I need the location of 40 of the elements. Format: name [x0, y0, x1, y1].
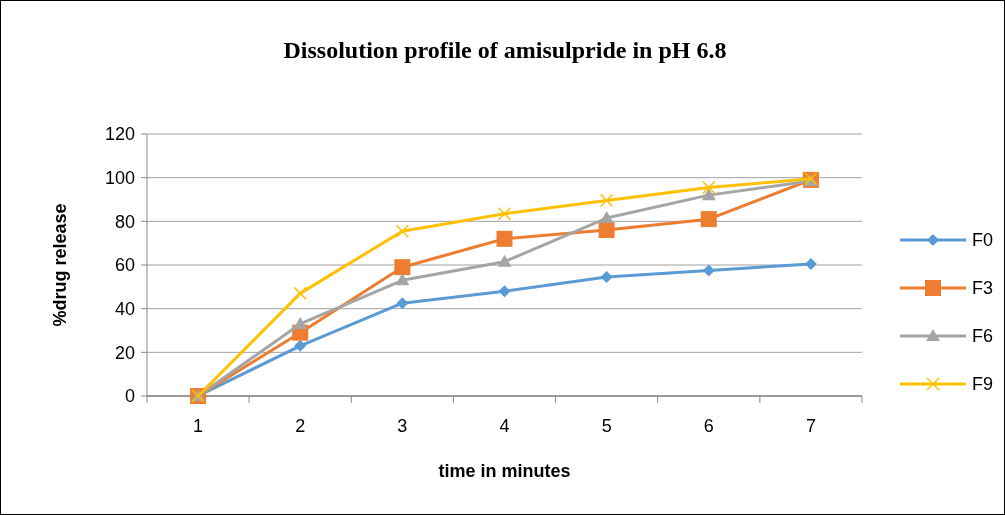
- y-tick-label: 120: [104, 124, 135, 145]
- x-axis-title: time in minutes: [438, 461, 571, 481]
- point: [702, 180, 716, 195]
- legend-label: F0: [972, 230, 994, 251]
- point: [293, 286, 307, 301]
- point: [701, 188, 716, 201]
- point: [600, 271, 613, 284]
- chart-title: Dissolution profile of amisulpride in pH 6.8: [283, 37, 727, 63]
- x-tick-label: 6: [703, 416, 714, 436]
- x-tick-label: 3: [397, 416, 408, 436]
- point: [598, 222, 615, 239]
- point: [498, 285, 511, 298]
- legend-label: F9: [972, 374, 994, 395]
- x-tick-label: 2: [295, 416, 306, 436]
- x-tick-label: 4: [499, 416, 510, 436]
- point: [497, 254, 512, 267]
- y-tick-label: 60: [114, 255, 135, 276]
- y-axis-title: %drug release: [50, 203, 70, 327]
- point: [394, 259, 411, 276]
- y-tick-label: 0: [124, 386, 135, 407]
- legend-label: F6: [972, 326, 994, 347]
- point: [702, 264, 715, 277]
- x-tick-label: 5: [601, 416, 612, 436]
- point: [396, 297, 409, 310]
- point: [599, 193, 614, 208]
- x-tick-label: 7: [805, 416, 816, 436]
- point: [395, 273, 410, 286]
- point: [497, 206, 512, 221]
- point: [599, 211, 614, 224]
- y-tick-label: 40: [114, 298, 135, 319]
- y-tick-label: 100: [104, 167, 135, 188]
- point: [294, 339, 307, 352]
- point: [293, 316, 308, 329]
- y-tick-label: 80: [114, 211, 135, 232]
- x-tick-label: 1: [193, 416, 204, 436]
- point: [395, 224, 410, 238]
- point: [496, 230, 513, 247]
- point: [700, 211, 717, 228]
- legend-label: F3: [972, 278, 994, 299]
- y-tick-label: 20: [114, 342, 135, 363]
